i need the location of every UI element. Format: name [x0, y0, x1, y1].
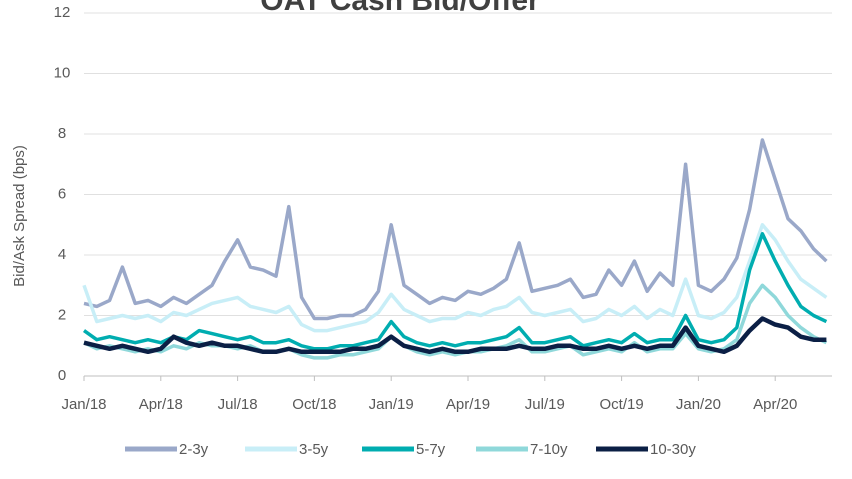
x-tick-label: Oct/18 [292, 396, 336, 413]
series-line [82, 223, 828, 333]
legend-label: 3-5y [299, 441, 329, 458]
series-line [82, 232, 828, 351]
series-line [83, 138, 828, 321]
legend-label: 5-7y [416, 441, 446, 458]
legend-label: 7-10y [530, 441, 568, 458]
x-tick-label: Jan/18 [61, 396, 106, 413]
y-tick-label: 6 [58, 185, 66, 202]
x-tick-label: Jan/19 [369, 396, 414, 413]
x-tick-label: Oct/19 [600, 396, 644, 413]
x-tick-label: Jan/20 [676, 396, 721, 413]
x-tick-label: Jul/19 [525, 396, 565, 413]
x-tick-label: Apr/18 [139, 396, 183, 413]
series-line [83, 316, 827, 355]
x-tick-label: Jul/18 [218, 396, 258, 413]
x-tick-label: Apr/20 [753, 396, 797, 413]
y-tick-label: 8 [58, 125, 66, 142]
y-tick-label: 2 [58, 306, 66, 323]
legend-label: 10-30y [650, 441, 696, 458]
legend-label: 2-3y [179, 441, 209, 458]
y-axis-label: Bid/Ask Spread (bps) [11, 145, 28, 287]
y-tick-label: 10 [54, 64, 71, 81]
x-tick-label: Apr/19 [446, 396, 490, 413]
y-tick-label: 0 [58, 367, 66, 384]
y-tick-label: 12 [54, 4, 71, 21]
y-tick-label: 4 [58, 246, 66, 263]
chart-title: OAT Cash Bid/Offer [260, 0, 540, 17]
